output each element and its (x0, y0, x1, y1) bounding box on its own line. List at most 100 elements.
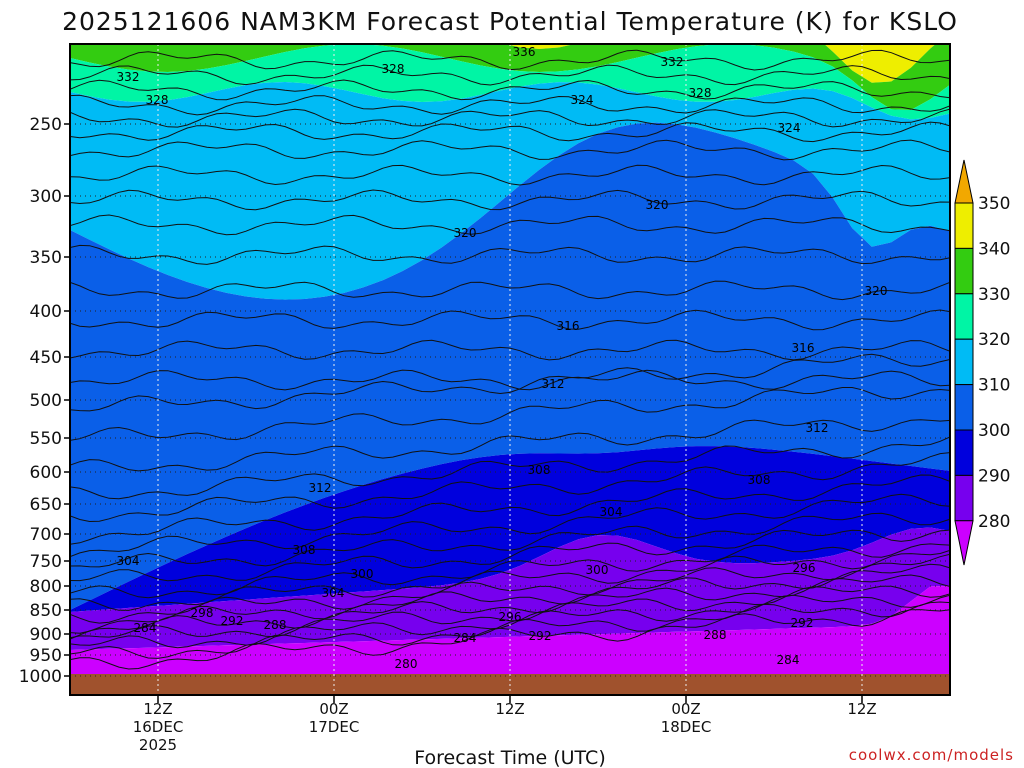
colorbar-label: 290 (978, 466, 1010, 486)
contour-line (70, 474, 950, 545)
contour-line (70, 369, 950, 391)
x-tick-date: 16DEC (133, 718, 184, 736)
color-band (70, 586, 950, 676)
contour-line (70, 94, 950, 116)
colorbar-segment (954, 338, 974, 386)
colorbar-segment (954, 429, 974, 476)
y-tick-label: 750 (30, 552, 62, 572)
contour-label: 328 (689, 86, 712, 100)
colorbar-cap-bottom (954, 520, 974, 566)
y-tick-label: 650 (30, 495, 62, 515)
contour-label: 296 (499, 610, 522, 624)
y-tick-label: 600 (30, 463, 62, 483)
contour-label: 316 (792, 341, 815, 355)
y-tick-label: 550 (30, 429, 62, 449)
x-tick-date: 17DEC (309, 718, 360, 736)
contour-label: 292 (791, 616, 814, 630)
credit-text: coolwx.com/models (849, 746, 1014, 764)
y-tick-label: 400 (30, 302, 62, 322)
contour-line (70, 452, 950, 523)
y-tick-label: 1000 (19, 667, 62, 687)
contour-label: 296 (793, 561, 816, 575)
color-band (70, 122, 950, 610)
contour-line (70, 214, 950, 236)
contour-line (70, 121, 950, 143)
y-axis: 250 300 350 400 450 500 550 600 650 700 750 800 850 9… (19, 115, 70, 687)
contour-label: 336 (513, 45, 536, 59)
color-band (70, 44, 950, 83)
y-tick-label: 950 (30, 646, 62, 666)
contour-label: 284 (777, 653, 800, 667)
contour-label: 316 (557, 319, 580, 333)
contour-line (70, 353, 950, 412)
colorbar-segment (954, 474, 974, 522)
contour-line (70, 309, 950, 331)
contour-label: 300 (586, 563, 609, 577)
x-tick-label: 12Z (495, 700, 524, 718)
contour-label: 308 (293, 543, 316, 557)
x-tick-label: 12Z (143, 700, 172, 718)
contour-label: 312 (542, 377, 565, 391)
contour-lines (70, 49, 950, 670)
contour-label: 320 (646, 198, 669, 212)
color-band (70, 527, 950, 650)
x-tick-label: 00Z (671, 700, 700, 718)
contour-line (70, 164, 950, 186)
y-tick-label: 900 (30, 625, 62, 645)
contour-label: 298 (191, 606, 214, 620)
contour-label: 280 (395, 657, 418, 671)
contour-label: 284 (134, 621, 157, 635)
y-tick-label: 500 (30, 391, 62, 411)
contour-label: 300 (351, 567, 374, 581)
contour-label: 328 (382, 62, 405, 76)
colorbar-label: 350 (978, 194, 1010, 214)
x-tick-label: 00Z (319, 700, 348, 718)
colorbar-segment (954, 293, 974, 340)
y-tick-label: 450 (30, 348, 62, 368)
contour-label: 332 (117, 70, 140, 84)
colorbar-segment (954, 202, 974, 249)
colorbar-label: 340 (978, 239, 1010, 259)
contour-label: 288 (704, 628, 727, 642)
contour-line (70, 280, 950, 301)
colorbar-cap-top (954, 159, 974, 204)
contour-line (70, 574, 950, 640)
colorbar-label: 280 (978, 512, 1010, 532)
x-tick-label: 12Z (847, 700, 876, 718)
contour-line (70, 79, 950, 101)
x-axis-label: Forecast Time (UTC) (414, 747, 605, 768)
contour-label: 328 (146, 93, 169, 107)
contour-line (70, 339, 950, 361)
contour-line (70, 601, 950, 659)
contour-label: 324 (571, 93, 594, 107)
contour-label: 320 (454, 226, 477, 240)
contour-line (70, 529, 950, 582)
grid-lines (70, 44, 950, 695)
contour-label: 304 (322, 586, 345, 600)
contour-line (70, 387, 950, 441)
y-tick-label: 700 (30, 525, 62, 545)
y-tick-label: 350 (30, 248, 62, 268)
x-tick-year: 2025 (139, 736, 177, 754)
contour-label: 332 (661, 55, 684, 69)
colorbar-segment (954, 384, 974, 431)
colorbar-segment (954, 247, 974, 295)
contour-line (70, 189, 950, 211)
contour-label: 288 (264, 618, 287, 632)
contour-label: 312 (806, 421, 829, 435)
contour-labels: 332 336 328 332 328 324 328 324 320 320 320 316 316 3… (117, 45, 888, 671)
contour-label: 308 (748, 473, 771, 487)
y-tick-label: 800 (30, 577, 62, 597)
colorbar-label: 300 (978, 421, 1010, 441)
contour-label: 304 (600, 505, 623, 519)
colorbar-label: 320 (978, 330, 1010, 350)
contour-label: 304 (117, 554, 140, 568)
contour-label: 284 (454, 631, 477, 645)
chart-title: 2025121606 NAM3KM Forecast Potential Tem… (62, 7, 958, 36)
contour-label: 324 (778, 121, 801, 135)
contour-label: 292 (529, 629, 552, 643)
y-tick-label: 850 (30, 601, 62, 621)
y-tick-label: 250 (30, 115, 62, 135)
